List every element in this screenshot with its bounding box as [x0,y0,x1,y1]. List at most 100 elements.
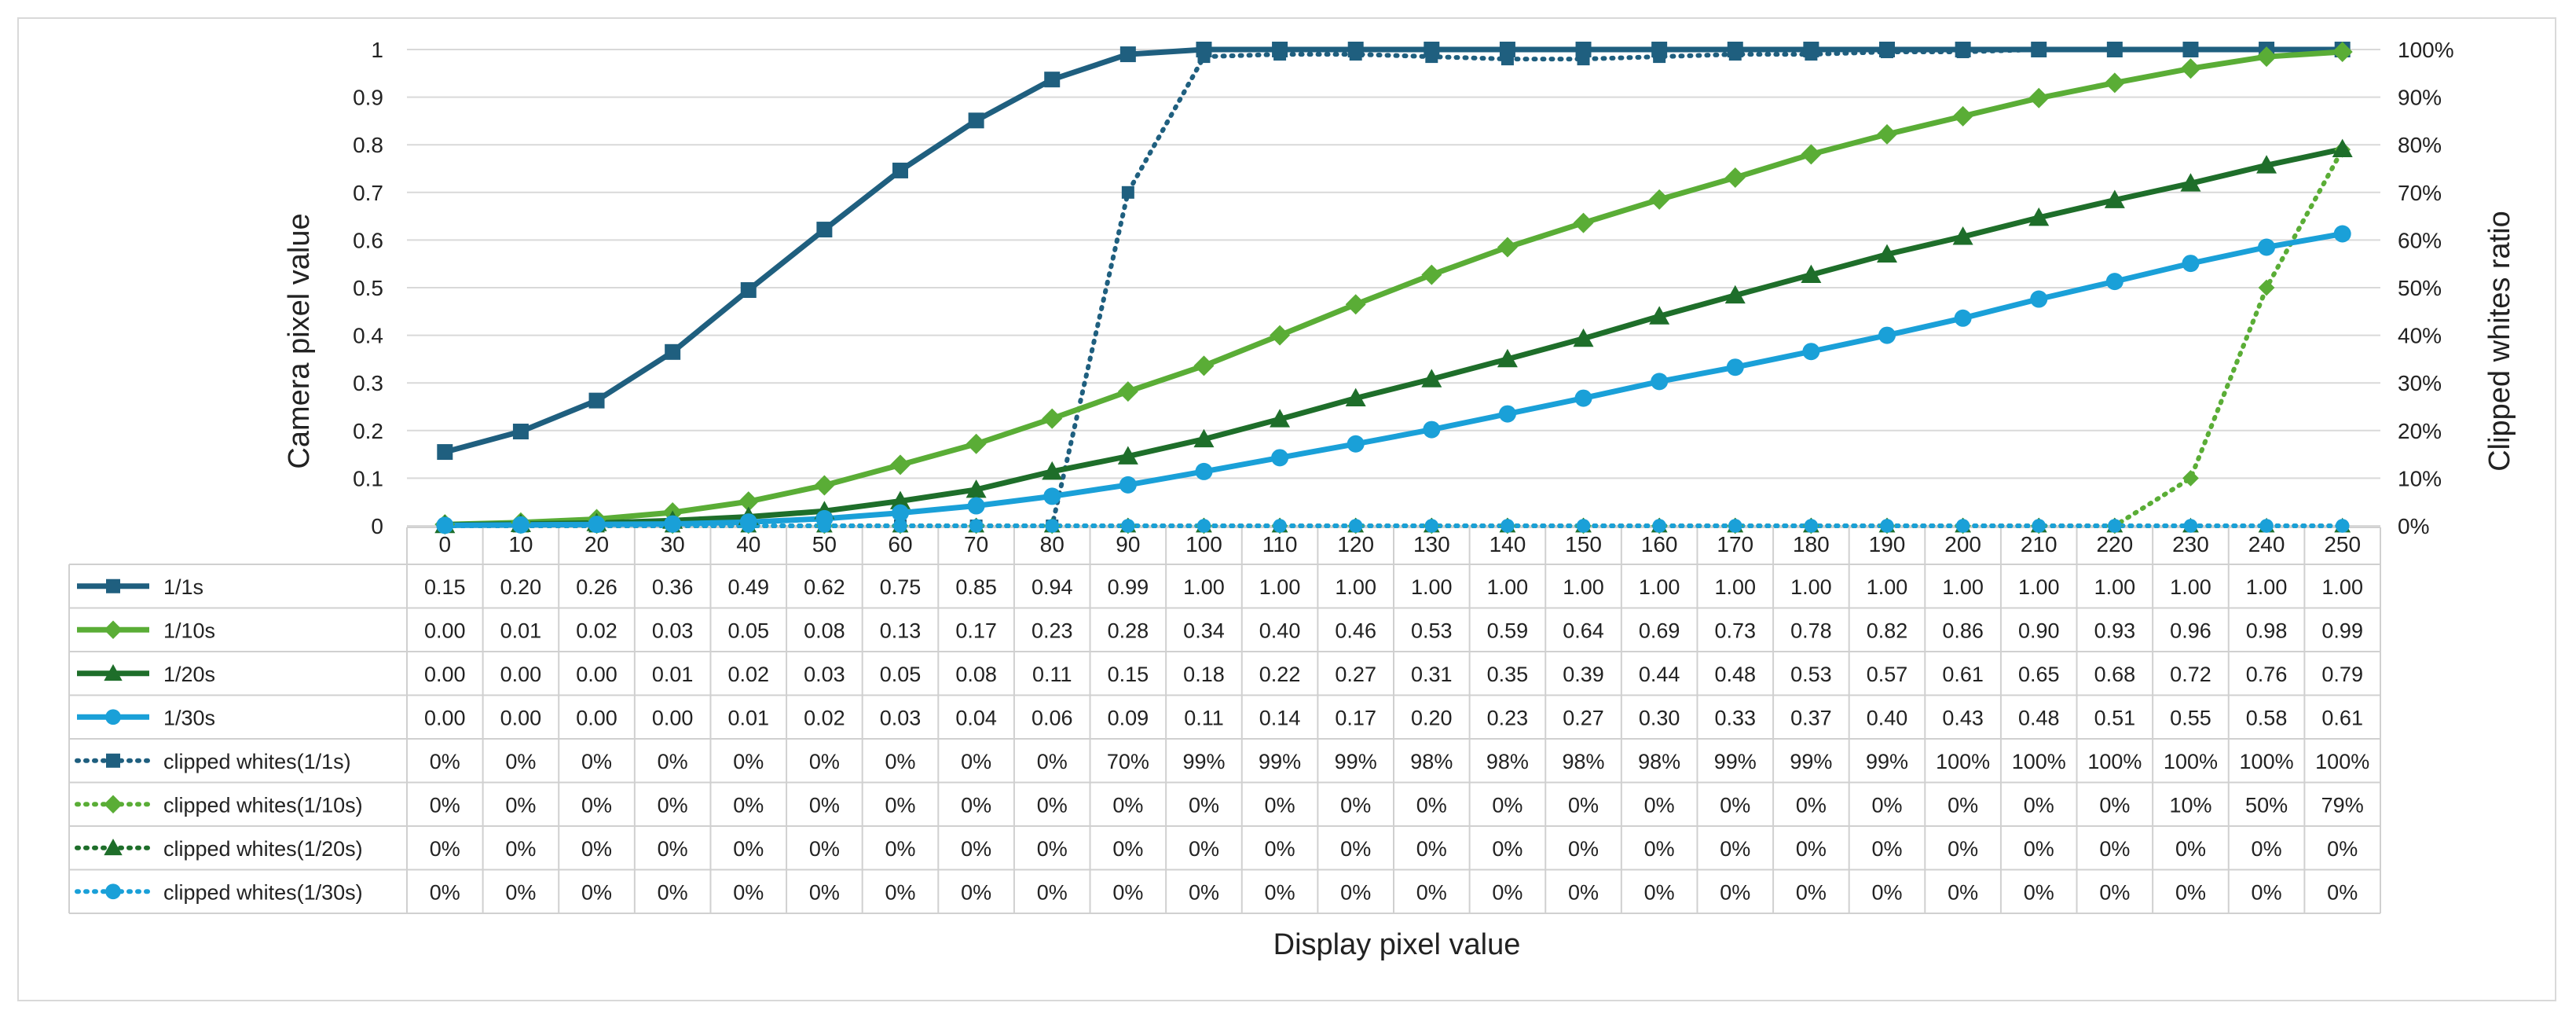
table-cell: 0.08 [804,619,845,642]
data-point [739,513,757,531]
data-point [1801,144,1822,165]
table-cell: 0% [430,750,460,773]
data-point [588,516,606,534]
table-cell: 0.61 [1942,663,1984,686]
data-point [816,222,833,238]
data-point [1651,42,1668,57]
data-point [2106,42,2123,57]
x-axis-title: Display pixel value [1273,928,1521,961]
data-point [2031,42,2047,57]
data-point [1119,46,1136,63]
data-point [1802,343,1820,361]
data-point [1877,123,1897,145]
y-tick-label: 0.9 [353,86,383,110]
table-cell: 1.00 [1563,575,1604,599]
data-point [969,519,984,533]
y2-tick-label: 10% [2398,466,2442,490]
table-cell: 0.04 [955,706,997,729]
table-cell: 0% [1112,837,1143,861]
data-point [1348,519,1363,533]
table-cell: 0.18 [1183,663,1225,686]
data-point [1273,519,1287,533]
table-cell: 0.28 [1108,619,1149,642]
table-cell: 0% [1416,880,1447,904]
table-cell: 0% [961,793,991,817]
table-cell: 100% [2315,750,2369,773]
table-cell: 0.00 [424,663,466,686]
table-cell: 0.68 [2094,663,2136,686]
table-cell: 0% [809,837,840,861]
table-cell: 1.00 [2321,575,2363,599]
data-table: 0.15 0.20 0.26 0.36 0.49 0.62 0.75 0.85 0.94 0.99… [68,527,2381,914]
data-point [1576,519,1591,533]
data-point [1193,428,1215,448]
table-cell: 0% [1265,793,1295,817]
table-cell: 0.44 [1639,663,1680,686]
x-tick-label: 150 [1565,532,1602,556]
table-cell: 0.75 [880,575,922,599]
table-cell: 0% [2175,880,2206,904]
data-point [1574,389,1592,407]
y2-tick-label: 80% [2398,133,2442,157]
table-cell: 100% [2087,750,2142,773]
y-tick-label: 0.1 [353,466,383,490]
y2-tick-label: 70% [2398,181,2442,205]
data-point [2183,519,2198,533]
data-point [2259,519,2274,533]
table-cell: 1.00 [1183,575,1225,599]
table-cell: 50% [2245,793,2288,817]
table-cell: 99% [1182,750,1225,773]
table-cell: 79% [2321,793,2364,817]
x-tick-label: 50 [812,532,837,556]
table-cell: 0.15 [1108,663,1149,686]
table-cell: 0.11 [1032,663,1072,686]
table-cell: 0.00 [652,706,694,729]
table-cell: 0% [1340,793,1371,817]
table-cell: 99% [1335,750,1377,773]
table-cell: 10% [2169,793,2211,817]
table-cell: 0.79 [2321,663,2363,686]
x-axis-ticks: 0 10 20 30 40 50 60 70 80 90 100 110 120 130 140 150 160… [439,532,2362,556]
legend-label: 1/20s [163,663,215,686]
table-cell: 100% [2164,750,2218,773]
table-cell: 0% [1037,837,1068,861]
table-cell: 0.64 [1563,619,1604,642]
table-cell: 0.00 [424,706,466,729]
table-cell: 0% [885,880,915,904]
data-point [664,515,682,533]
table-cell: 0.09 [1108,706,1149,729]
table-cell: 0% [430,880,460,904]
data-point [1347,42,1364,57]
table-cell: 0% [1265,880,1295,904]
data-point [893,519,907,533]
table-cell: 0% [2099,793,2130,817]
data-point [1345,387,1366,406]
table-legend: 1/1s 1/10s 1/20s 1/30s clipped whites(1/1s) c… [75,575,363,904]
data-point [512,424,529,440]
data-point [2332,138,2353,158]
table-cell: 0.20 [1411,706,1453,729]
table-cell: 0.01 [727,706,769,729]
data-point [1424,519,1439,533]
table-cell: 1.00 [1335,575,1376,599]
table-cell: 0% [505,837,536,861]
data-point [890,454,911,476]
data-point [1499,42,1515,57]
table-cell: 0% [658,750,688,773]
data-point [1573,212,1594,233]
table-cell: 0.85 [955,575,997,599]
data-point [1649,189,1670,210]
table-cell: 0.86 [1942,619,1984,642]
table-cell: 0.20 [500,575,542,599]
data-point [1573,328,1594,347]
data-point [1347,435,1365,453]
y2-tick-label: 20% [2398,419,2442,443]
data-point [2182,42,2199,57]
table-cell: 98% [1638,750,1680,773]
table-cell: 0% [1796,793,1827,817]
data-point [1044,72,1061,88]
legend-label: clipped whites(1/10s) [163,793,363,817]
x-tick-label: 70 [964,532,988,556]
table-cell: 0% [1644,837,1675,861]
table-cell: 99% [1259,750,1301,773]
